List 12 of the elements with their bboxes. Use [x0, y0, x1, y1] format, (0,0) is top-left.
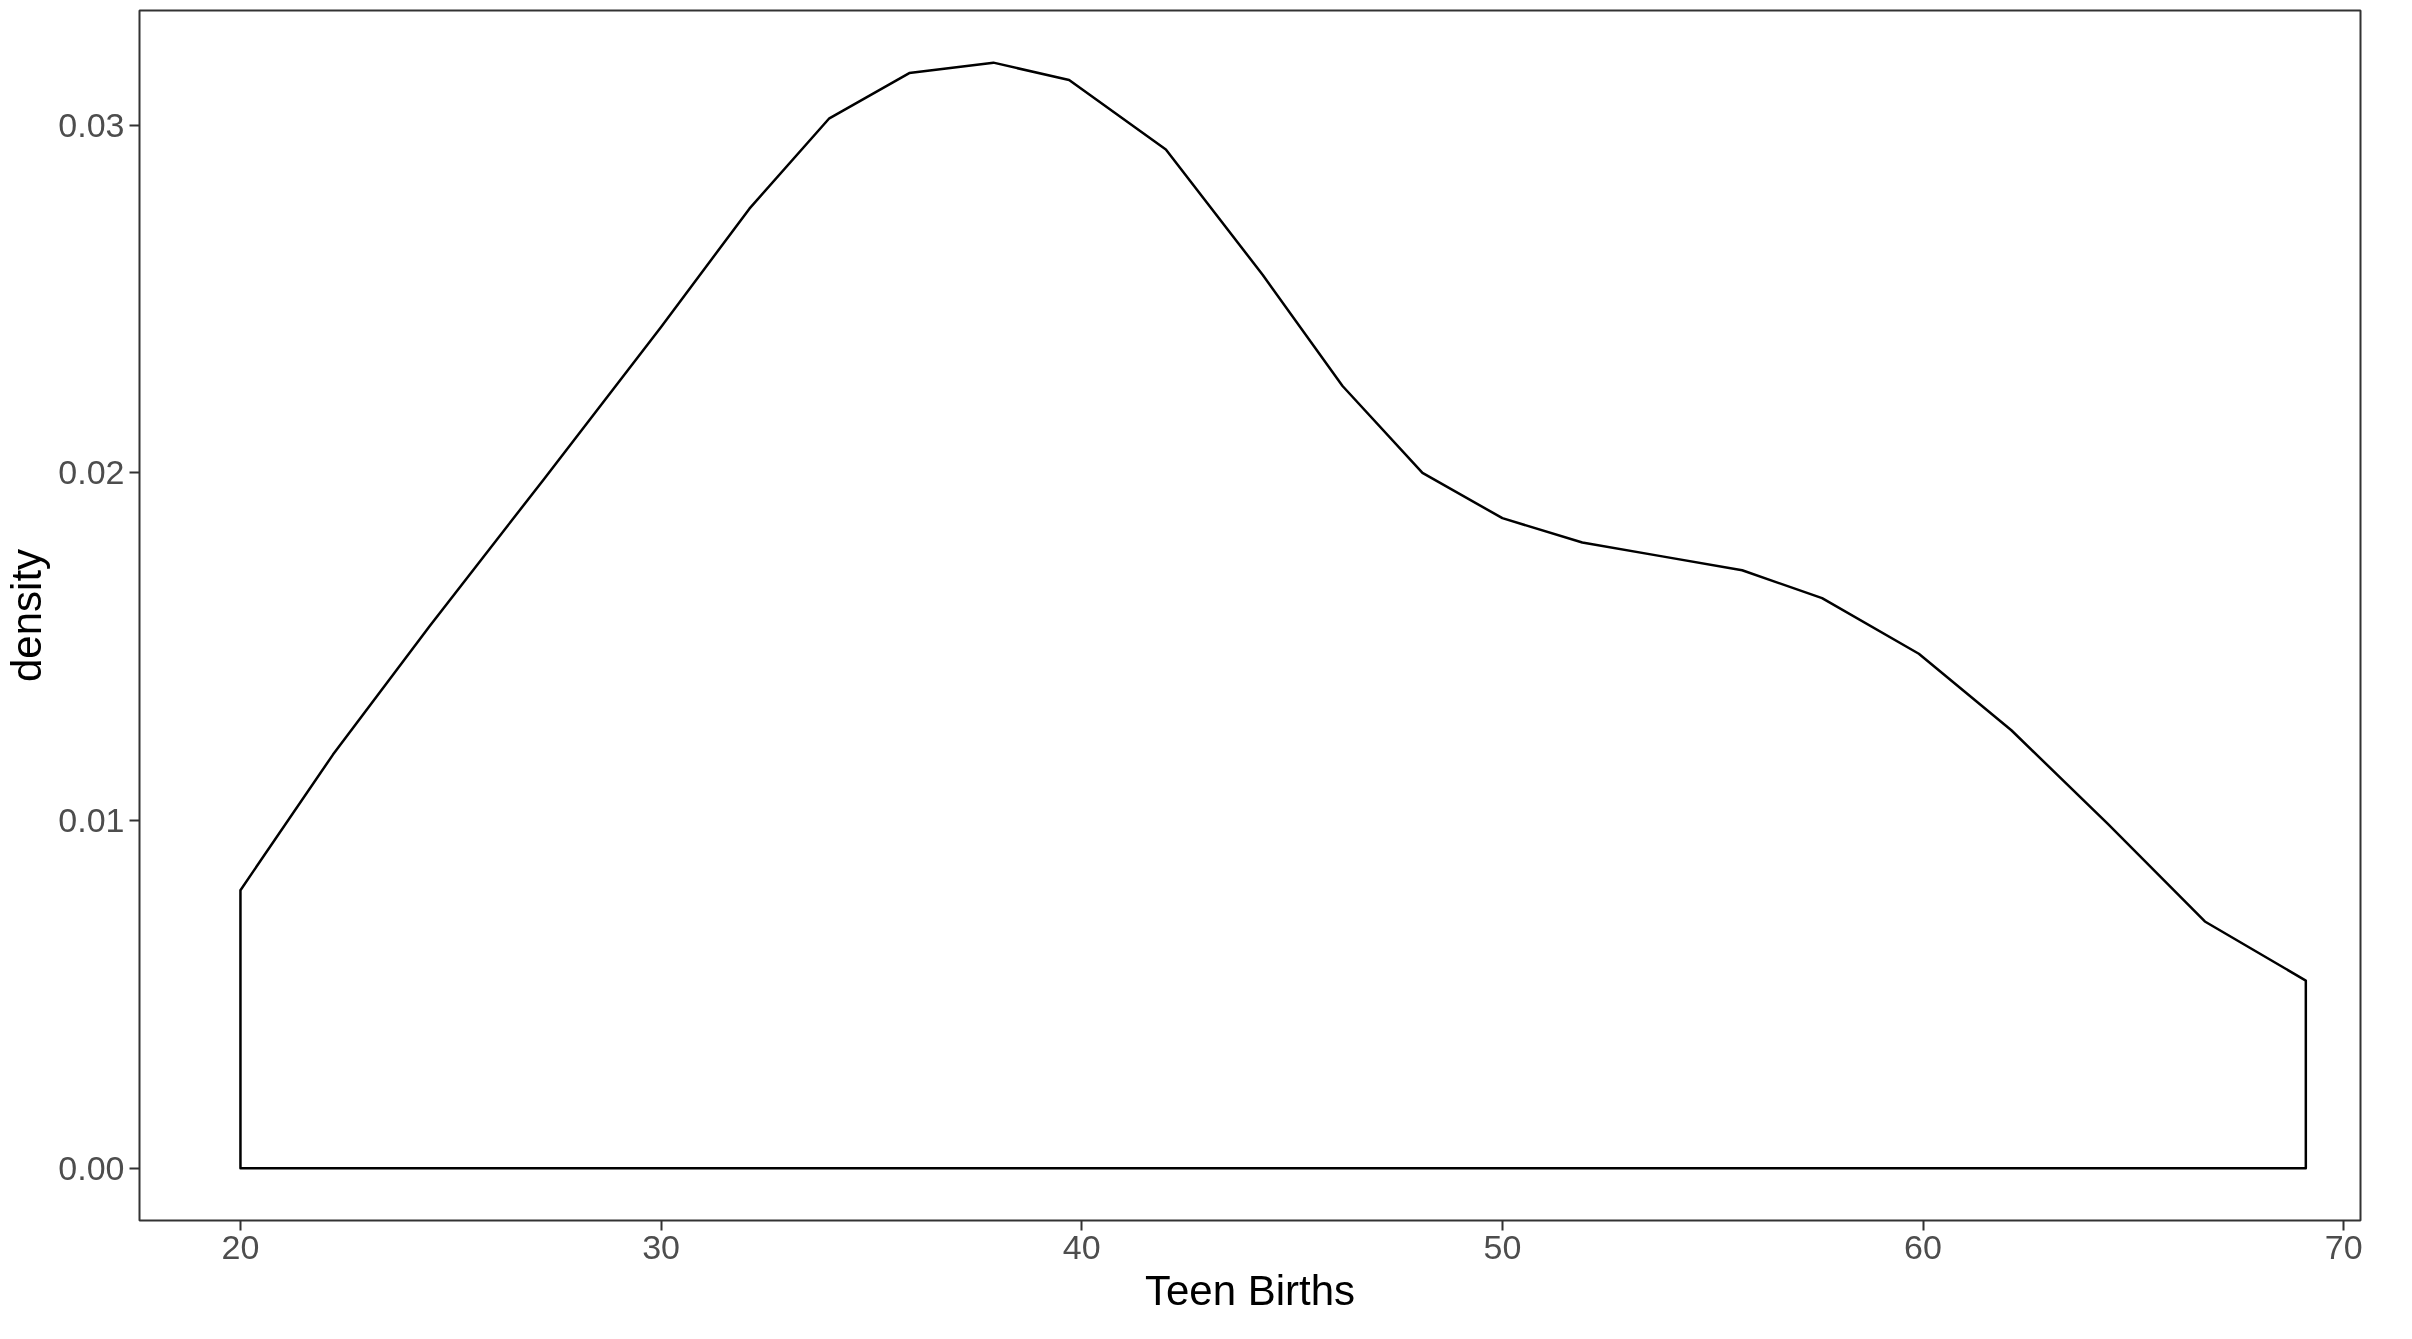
x-axis-title: Teen Births — [1144, 1266, 1356, 1314]
x-tick-label: 50 — [1483, 1227, 1522, 1266]
x-tick-label: 30 — [642, 1227, 681, 1266]
y-axis-title: density — [3, 548, 51, 683]
y-tick-label: 0.01 — [58, 801, 125, 840]
x-tick-label: 40 — [1062, 1227, 1101, 1266]
y-tick-label: 0.00 — [58, 1148, 125, 1187]
x-tick-label: 20 — [221, 1227, 260, 1266]
x-tick-label: 70 — [2324, 1227, 2363, 1266]
x-tick-label: 60 — [1904, 1227, 1942, 1266]
y-tick-label: 0.03 — [58, 105, 125, 144]
y-tick-label: 0.02 — [58, 453, 125, 492]
